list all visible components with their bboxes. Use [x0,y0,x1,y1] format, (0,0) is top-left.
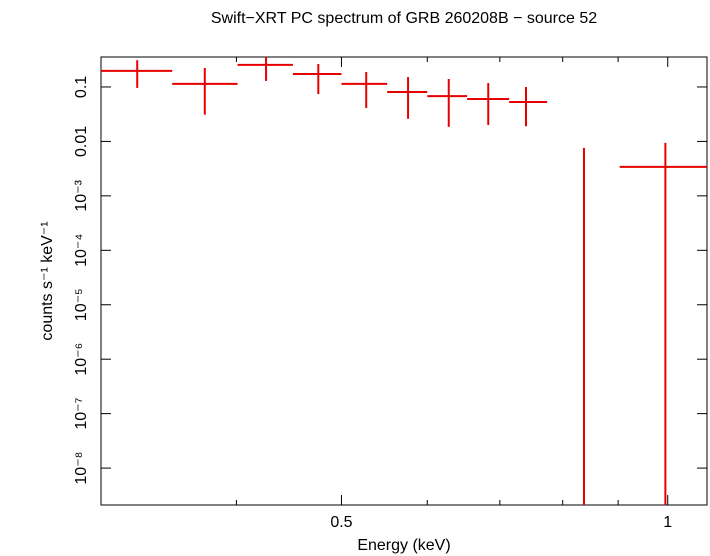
y-tick-label: 10⁻⁵ [73,288,90,321]
x-axis-label: Energy (keV) [357,537,450,554]
y-tick-label: 10⁻⁶ [73,343,90,376]
y-axis-label: counts s⁻¹ keV⁻¹ [39,221,56,340]
y-tick-label: 10⁻⁴ [73,234,90,267]
x-tick-label: 1 [663,514,672,531]
chart-title: Swift−XRT PC spectrum of GRB 260208B − s… [211,10,597,27]
y-tick-label: 10⁻⁸ [73,452,90,485]
y-tick-label: 0.1 [73,76,90,98]
y-tick-label: 10⁻³ [73,179,90,211]
x-tick-label: 0.5 [330,514,352,531]
y-tick-label: 10⁻⁷ [73,397,90,429]
plot-frame [100,56,708,506]
y-tick-label: 0.01 [73,126,90,157]
